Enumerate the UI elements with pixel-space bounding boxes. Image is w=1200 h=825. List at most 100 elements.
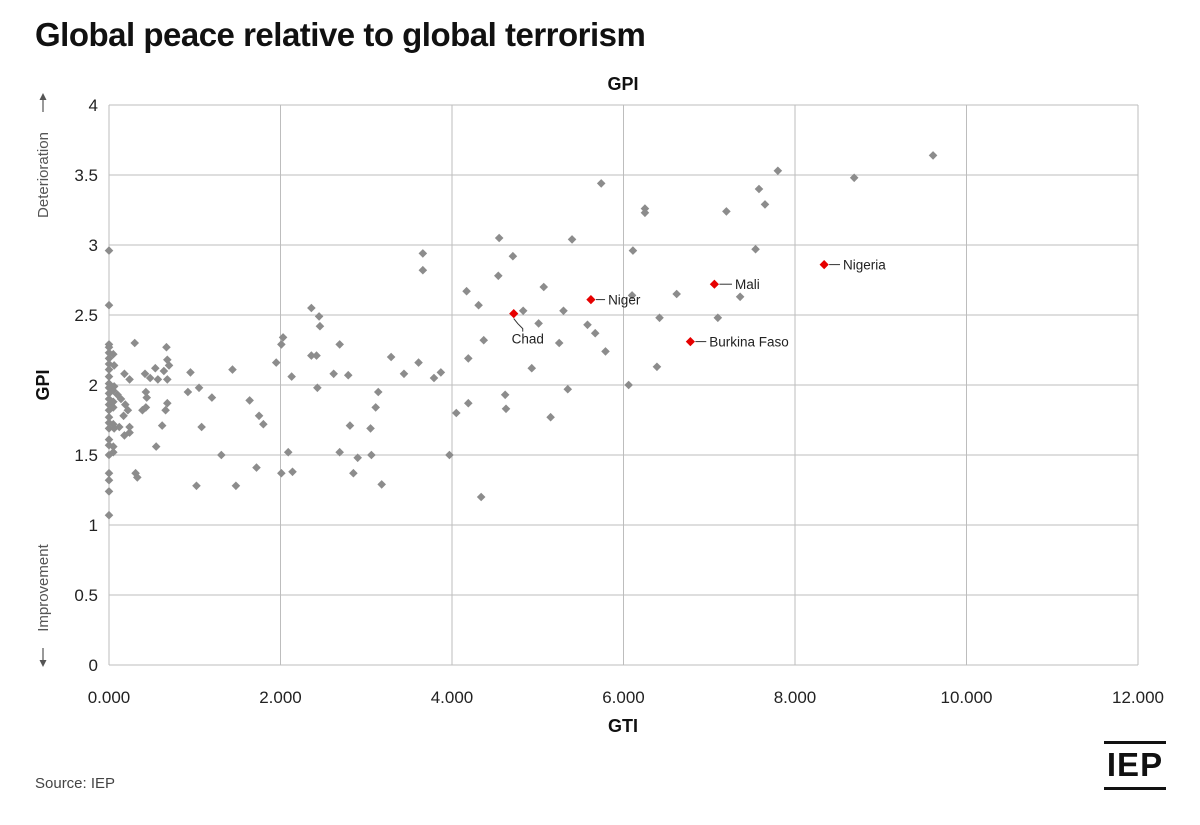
point-label-chad: Chad	[512, 332, 544, 347]
data-point-62	[163, 398, 172, 408]
x-axis-title: GTI	[608, 716, 638, 736]
data-point-75	[245, 396, 254, 405]
data-point-129	[554, 338, 564, 348]
data-point-93	[335, 340, 344, 349]
data-point-66	[183, 387, 193, 397]
data-point-57	[153, 375, 163, 384]
y-direction-deterioration: Deterioration	[35, 93, 52, 218]
data-point-39	[120, 369, 129, 379]
data-point-72	[217, 450, 226, 460]
data-point-29	[108, 442, 118, 451]
data-point-138	[627, 291, 637, 300]
data-point-111	[445, 450, 454, 460]
data-point-27	[108, 403, 118, 412]
data-point-126	[534, 319, 543, 328]
data-point-145	[713, 313, 723, 323]
data-point-141	[640, 208, 650, 218]
data-point-92	[329, 369, 338, 379]
leader-line-chad	[513, 318, 524, 332]
data-point-82	[277, 468, 286, 478]
data-point-115	[463, 398, 473, 408]
data-point-73	[228, 365, 237, 374]
data-point-118	[479, 335, 489, 345]
data-point-54	[145, 373, 155, 383]
point-label-burkina-faso: Burkina Faso	[709, 335, 789, 350]
data-point-136	[601, 347, 610, 356]
data-point-110	[436, 368, 446, 377]
data-point-65	[164, 361, 174, 370]
highlight-point-burkina-faso	[685, 337, 695, 347]
data-point-108	[418, 265, 428, 275]
data-point-64	[163, 375, 172, 384]
data-point-149	[754, 184, 764, 194]
data-point-56	[151, 442, 161, 451]
data-point-30	[108, 447, 118, 457]
data-point-49	[138, 405, 147, 415]
data-point-86	[307, 303, 316, 313]
data-point-121	[500, 390, 510, 400]
improvement-label: Improvement	[35, 543, 52, 631]
data-point-95	[343, 370, 353, 380]
data-point-114	[463, 354, 473, 363]
data-point-146	[722, 207, 731, 216]
data-point-153	[928, 151, 938, 160]
data-point-89	[313, 383, 322, 393]
y-tick-label-2: 1	[89, 516, 98, 535]
data-point-37	[116, 394, 126, 404]
point-label-nigeria: Nigeria	[843, 258, 886, 273]
iep-logo: IEP	[1104, 741, 1166, 790]
data-point-135	[596, 179, 606, 188]
data-point-142	[652, 362, 662, 372]
data-point-61	[162, 342, 171, 352]
data-point-81	[278, 333, 288, 342]
y-tick-label-4: 2	[89, 376, 98, 395]
highlight-point-nigeria	[819, 260, 829, 270]
chart-title-main: Global peace relative to global terroris…	[35, 16, 646, 53]
data-point-85	[288, 467, 297, 477]
data-points	[104, 151, 938, 520]
data-point-117	[476, 492, 486, 502]
logo-text: IEP	[1106, 746, 1164, 783]
data-point-100	[367, 450, 376, 460]
data-point-3	[104, 342, 114, 352]
data-point-25	[108, 349, 118, 359]
data-point-18	[104, 435, 114, 444]
data-point-38	[119, 411, 128, 421]
data-point-8	[104, 372, 114, 381]
data-point-130	[559, 306, 568, 316]
data-point-58	[157, 421, 167, 430]
data-point-21	[104, 468, 114, 478]
data-point-24	[104, 510, 114, 520]
highlight-point-mali	[709, 279, 719, 289]
data-point-84	[287, 372, 296, 381]
data-point-36	[114, 422, 124, 432]
data-point-123	[508, 251, 518, 261]
x-tick-label-5: 10.000	[941, 688, 993, 707]
data-point-83	[283, 447, 293, 457]
data-point-105	[399, 369, 409, 379]
y-tick-label-6: 3	[89, 236, 98, 255]
data-point-60	[161, 405, 170, 415]
data-point-151	[773, 166, 783, 176]
data-point-68	[192, 481, 201, 491]
highlight-point-niger	[586, 295, 596, 305]
y-tick-label-8: 4	[89, 96, 98, 115]
source-note: Source: IEP	[35, 775, 116, 792]
data-point-90	[314, 312, 324, 321]
data-point-74	[231, 481, 241, 491]
x-tick-label-2: 4.000	[431, 688, 474, 707]
data-point-0	[104, 246, 114, 255]
data-point-120	[494, 233, 504, 243]
data-point-71	[207, 393, 217, 402]
data-point-107	[418, 249, 428, 258]
data-point-143	[655, 313, 664, 323]
data-point-109	[429, 373, 439, 383]
highlight-points: Chad Niger Mali Burkina Faso Nigeria	[509, 258, 886, 350]
data-point-7	[104, 365, 114, 374]
x-tick-label-4: 8.000	[774, 688, 817, 707]
data-point-77	[254, 411, 264, 421]
data-point-35	[113, 390, 122, 400]
data-point-131	[563, 384, 573, 394]
data-point-128	[546, 412, 555, 422]
chart-subtitle: GPI	[607, 74, 638, 94]
